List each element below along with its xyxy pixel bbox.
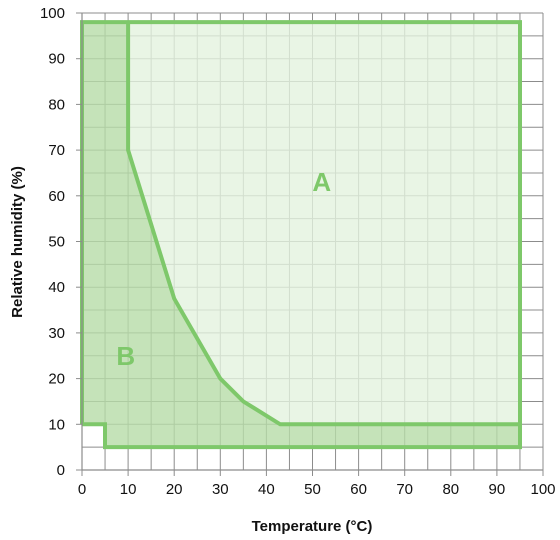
region-labels: AB xyxy=(116,167,331,371)
y-tick-label: 40 xyxy=(48,279,65,296)
x-tick-label: 80 xyxy=(442,481,459,498)
axes xyxy=(76,12,544,476)
y-tick-label: 30 xyxy=(48,325,65,342)
region-fill-b xyxy=(82,22,520,448)
y-tick-label: 0 xyxy=(57,462,65,479)
tick-labels: 0 10 20 30 40 50 60 70 80 90 100 0 10 20 30 40 50 60 70 80 9… xyxy=(40,5,556,498)
y-tick-label: 90 xyxy=(48,51,65,68)
region-fill-a xyxy=(128,22,520,425)
x-axis-title: Temperature (°C) xyxy=(252,518,373,535)
x-tick-label: 10 xyxy=(120,481,137,498)
y-axis-title: Relative humidity (%) xyxy=(9,166,26,318)
x-tick-label: 100 xyxy=(530,481,555,498)
x-tick-label: 0 xyxy=(78,481,86,498)
y-tick-label: 100 xyxy=(40,5,65,22)
x-tick-label: 40 xyxy=(258,481,275,498)
y-tick-label: 50 xyxy=(48,234,65,251)
region-label-a: A xyxy=(312,167,331,197)
y-tick-label: 60 xyxy=(48,188,65,205)
region-outlines xyxy=(80,20,522,450)
x-tick-label: 50 xyxy=(304,481,321,498)
region-fills xyxy=(82,22,520,448)
x-tick-label: 60 xyxy=(350,481,367,498)
region-label-b: B xyxy=(116,341,135,371)
x-tick-label: 90 xyxy=(489,481,506,498)
x-tick-label: 70 xyxy=(396,481,413,498)
y-tick-label: 10 xyxy=(48,416,65,433)
region-outline-b xyxy=(82,422,522,450)
x-tick-label: 20 xyxy=(166,481,183,498)
y-tick-label: 80 xyxy=(48,96,65,113)
y-tick-label: 70 xyxy=(48,142,65,159)
x-tick-label: 30 xyxy=(212,481,229,498)
region-outline-a xyxy=(80,20,522,427)
y-tick-label: 20 xyxy=(48,371,65,388)
